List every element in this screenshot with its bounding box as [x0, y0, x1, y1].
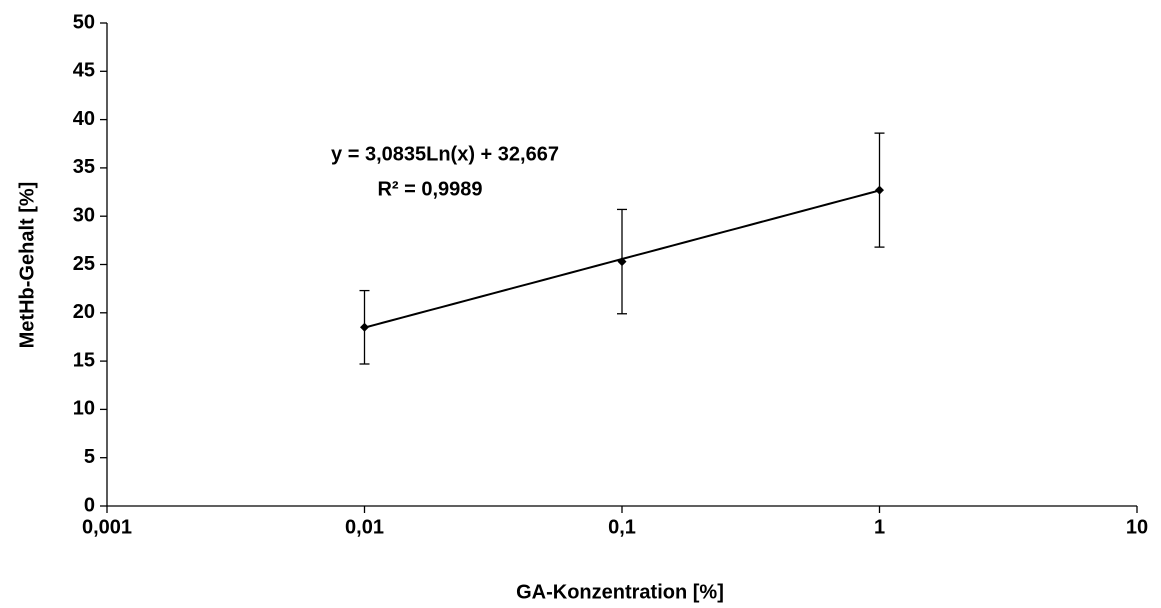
point	[875, 185, 884, 195]
y-tick-label: 45	[73, 60, 95, 82]
y-tick-label: 0	[84, 494, 95, 516]
x-tick-label: 0,01	[345, 516, 384, 538]
point	[617, 257, 627, 267]
point	[360, 322, 369, 332]
y-tick-label: 40	[73, 108, 95, 130]
y-tick-label: 30	[73, 204, 95, 226]
y-tick-label: 15	[73, 349, 95, 371]
x-axis-title: GA-Konzentration [%]	[516, 581, 724, 603]
y-tick-label: 50	[73, 11, 95, 33]
y-axis-title: MetHb-Gehalt [%]	[16, 182, 38, 349]
trendline-r2: R² = 0,9989	[377, 178, 482, 200]
x-tick-label: 0,1	[608, 516, 636, 538]
y-tick-label: 5	[84, 446, 95, 468]
trendline-equation: y = 3,0835Ln(x) + 32,667	[331, 143, 559, 165]
y-tick-label: 25	[73, 253, 95, 275]
x-tick-label: 0,001	[82, 516, 132, 538]
y-tick-label: 20	[73, 301, 95, 323]
x-tick-label: 10	[1126, 516, 1148, 538]
y-tick-label: 35	[73, 156, 95, 178]
x-tick-label: 1	[874, 516, 885, 538]
y-tick-label: 10	[73, 398, 95, 420]
